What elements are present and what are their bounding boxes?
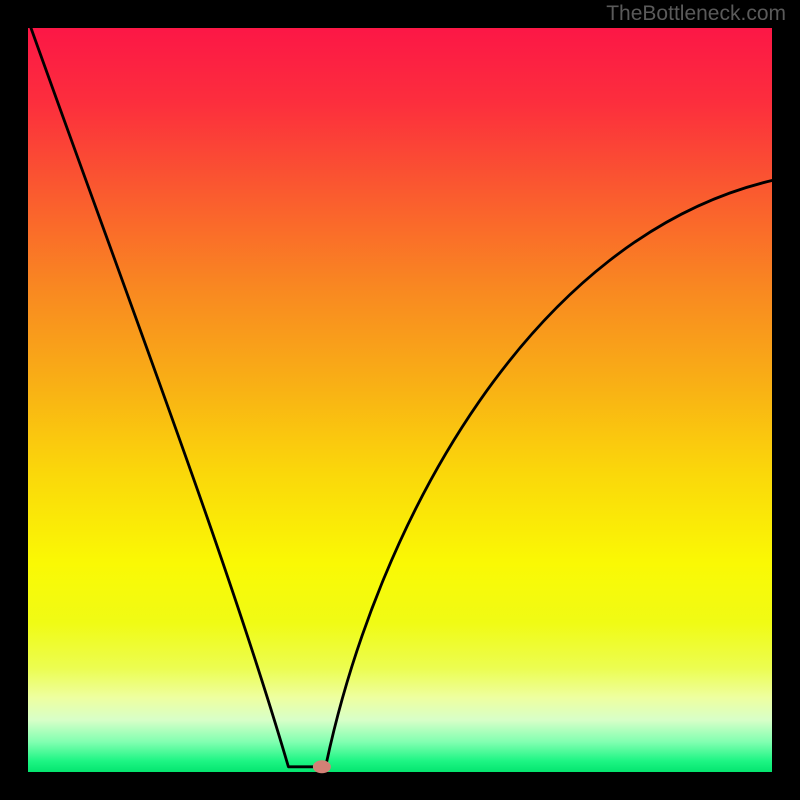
bottleneck-chart [0,0,800,800]
optimal-marker [313,760,331,773]
plot-background [28,28,772,772]
watermark-text: TheBottleneck.com [606,2,786,26]
